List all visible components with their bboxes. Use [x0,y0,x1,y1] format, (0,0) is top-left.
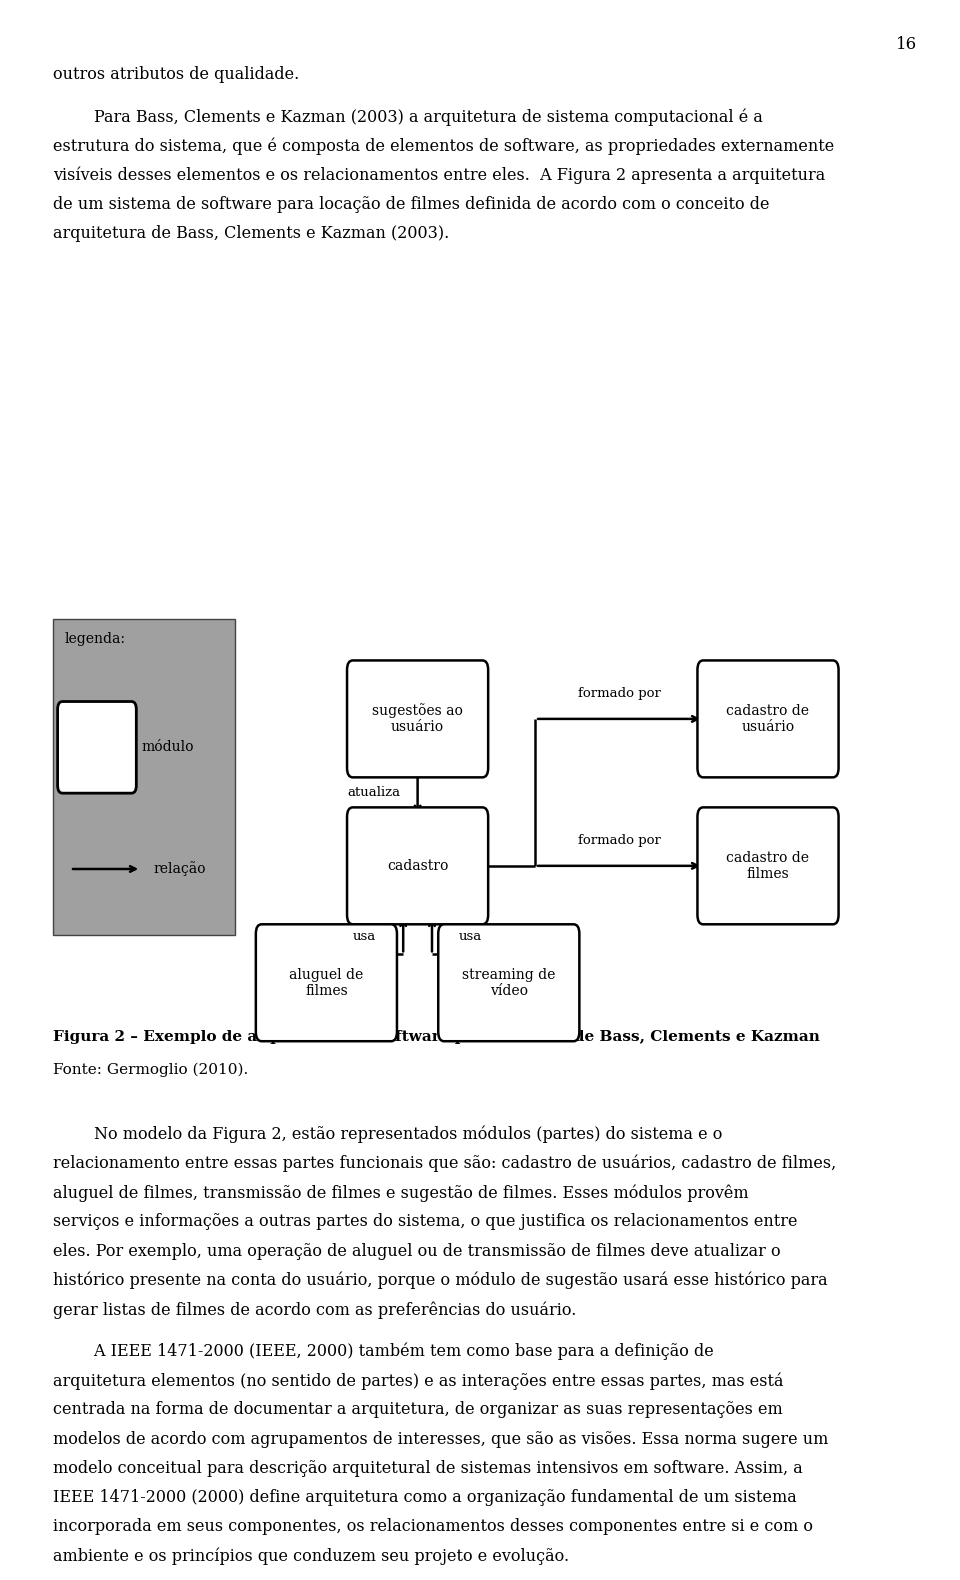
Text: formado por: formado por [578,834,660,847]
Text: relacionamento entre essas partes funcionais que são: cadastro de usuários, cada: relacionamento entre essas partes funcio… [53,1155,836,1172]
Text: Fonte: Germoglio (2010).: Fonte: Germoglio (2010). [53,1063,248,1078]
Text: serviços e informações a outras partes do sistema, o que justifica os relacionam: serviços e informações a outras partes d… [53,1213,798,1231]
Text: formado por: formado por [578,687,660,700]
Text: arquitetura elementos (no sentido de partes) e as interações entre essas partes,: arquitetura elementos (no sentido de par… [53,1371,783,1390]
Text: No modelo da Figura 2, estão representados módulos (partes) do sistema e o: No modelo da Figura 2, estão representad… [53,1125,722,1144]
Text: de um sistema de software para locação de filmes definida de acordo com o concei: de um sistema de software para locação d… [53,196,769,213]
Text: arquitetura de Bass, Clements e Kazman (2003).: arquitetura de Bass, Clements e Kazman (… [53,224,449,242]
Text: incorporada em seus componentes, os relacionamentos desses componentes entre si : incorporada em seus componentes, os rela… [53,1518,813,1536]
Text: streaming de
vídeo: streaming de vídeo [462,967,556,999]
FancyBboxPatch shape [347,807,488,924]
Text: gerar listas de filmes de acordo com as preferências do usuário.: gerar listas de filmes de acordo com as … [53,1302,576,1319]
Text: modelos de acordo com agrupamentos de interesses, que são as visões. Essa norma : modelos de acordo com agrupamentos de in… [53,1431,828,1447]
Text: aluguel de
filmes: aluguel de filmes [289,967,364,999]
Text: usa: usa [353,931,376,943]
Text: cadastro: cadastro [387,860,448,872]
FancyBboxPatch shape [697,807,839,924]
FancyBboxPatch shape [347,660,488,777]
Text: visíveis desses elementos e os relacionamentos entre eles.  A Figura 2 apresenta: visíveis desses elementos e os relaciona… [53,166,825,185]
Text: eles. Por exemplo, uma operação de aluguel ou de transmissão de filmes deve atua: eles. Por exemplo, uma operação de alugu… [53,1242,780,1259]
Text: relação: relação [154,861,206,877]
FancyBboxPatch shape [255,924,397,1041]
Text: cadastro de
usuário: cadastro de usuário [727,703,809,735]
Text: modelo conceitual para descrição arquitetural de sistemas intensivos em software: modelo conceitual para descrição arquite… [53,1460,803,1477]
Text: Para Bass, Clements e Kazman (2003) a arquitetura de sistema computacional é a: Para Bass, Clements e Kazman (2003) a ar… [53,107,762,126]
Text: estrutura do sistema, que é composta de elementos de software, as propriedades e: estrutura do sistema, que é composta de … [53,137,834,155]
Text: 16: 16 [896,36,917,54]
Text: aluguel de filmes, transmissão de filmes e sugestão de filmes. Esses módulos pro: aluguel de filmes, transmissão de filmes… [53,1185,749,1202]
Text: sugestões ao
usuário: sugestões ao usuário [372,703,463,735]
Text: IEEE 1471-2000 (2000) define arquitetura como a organização fundamental de um si: IEEE 1471-2000 (2000) define arquitetura… [53,1488,797,1506]
Text: Figura 2 – Exemplo de arquitetura de software pelo conceito de Bass, Clements e : Figura 2 – Exemplo de arquitetura de sof… [53,1030,820,1044]
Text: centrada na forma de documentar a arquitetura, de organizar as suas representaçõ: centrada na forma de documentar a arquit… [53,1401,782,1419]
FancyBboxPatch shape [438,924,580,1041]
Text: histórico presente na conta do usuário, porque o módulo de sugestão usará esse h: histórico presente na conta do usuário, … [53,1272,828,1289]
Text: usa: usa [459,931,482,943]
FancyBboxPatch shape [58,702,136,793]
FancyBboxPatch shape [697,660,839,777]
Text: atualiza: atualiza [348,785,401,799]
Text: legenda:: legenda: [64,632,126,646]
Text: módulo: módulo [141,741,194,754]
Text: cadastro de
filmes: cadastro de filmes [727,850,809,882]
Text: ambiente e os princípios que conduzem seu projeto e evolução.: ambiente e os princípios que conduzem se… [53,1548,569,1566]
Text: A IEEE 1471-2000 (IEEE, 2000) também tem como base para a definição de: A IEEE 1471-2000 (IEEE, 2000) também tem… [53,1343,713,1360]
FancyBboxPatch shape [53,619,235,935]
Text: outros atributos de qualidade.: outros atributos de qualidade. [53,66,300,84]
